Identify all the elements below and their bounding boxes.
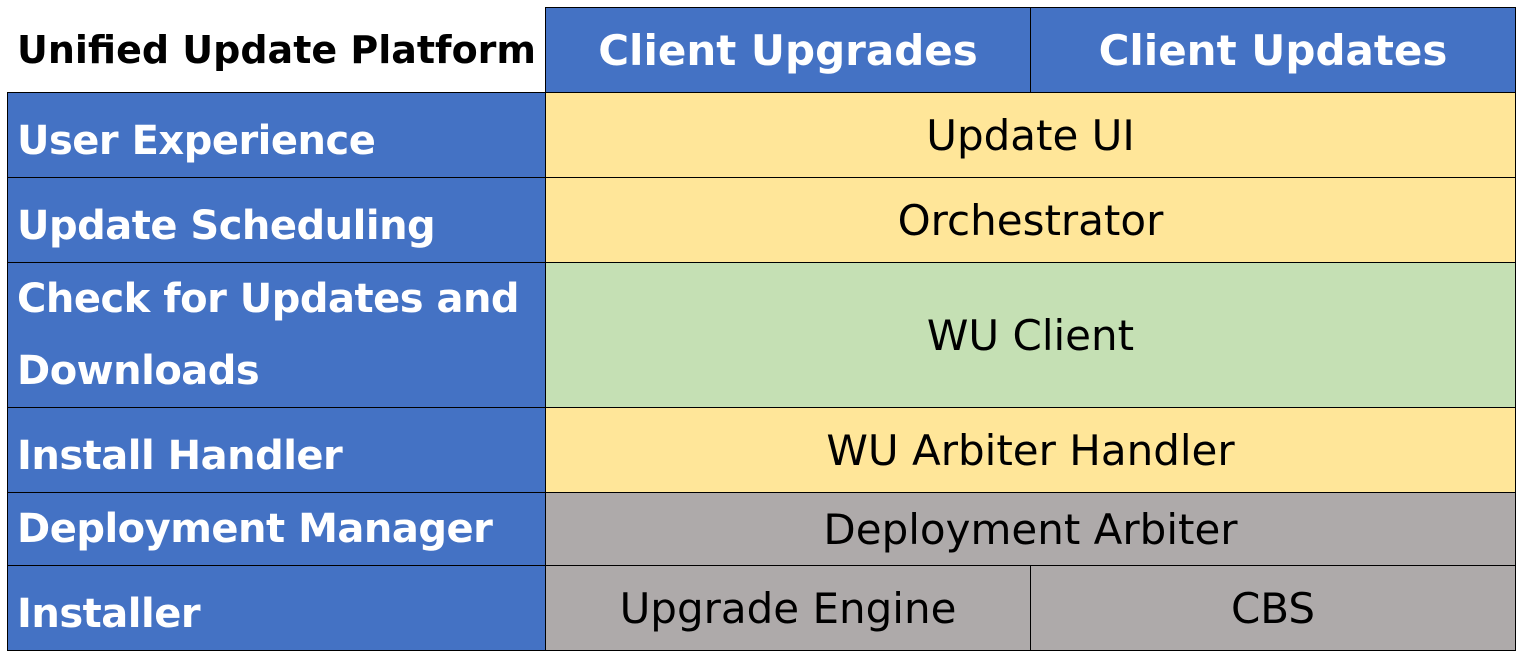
- cell-upgrade-engine: Upgrade Engine: [545, 565, 1031, 651]
- cell-cbs: CBS: [1030, 565, 1516, 651]
- column-header-client-upgrades: Client Upgrades: [545, 7, 1031, 93]
- row-label-user-experience: User Experience: [7, 92, 546, 178]
- row-label-install-handler: Install Handler: [7, 407, 546, 493]
- row-label-deployment-manager: Deployment Manager: [7, 492, 546, 566]
- row-label-update-scheduling: Update Scheduling: [7, 177, 546, 263]
- diagram-title: Unified Update Platform: [16, 28, 537, 72]
- row-label-installer: Installer: [7, 565, 546, 651]
- cell-deployment-arbiter: Deployment Arbiter: [545, 492, 1516, 566]
- column-header-client-updates: Client Updates: [1030, 7, 1516, 93]
- cell-wu-arbiter-handler: WU Arbiter Handler: [545, 407, 1516, 493]
- cell-wu-client: WU Client: [545, 262, 1516, 408]
- cell-update-ui: Update UI: [545, 92, 1516, 178]
- row-label-check-for-updates: Check for Updates and Downloads: [7, 262, 546, 408]
- cell-orchestrator: Orchestrator: [545, 177, 1516, 263]
